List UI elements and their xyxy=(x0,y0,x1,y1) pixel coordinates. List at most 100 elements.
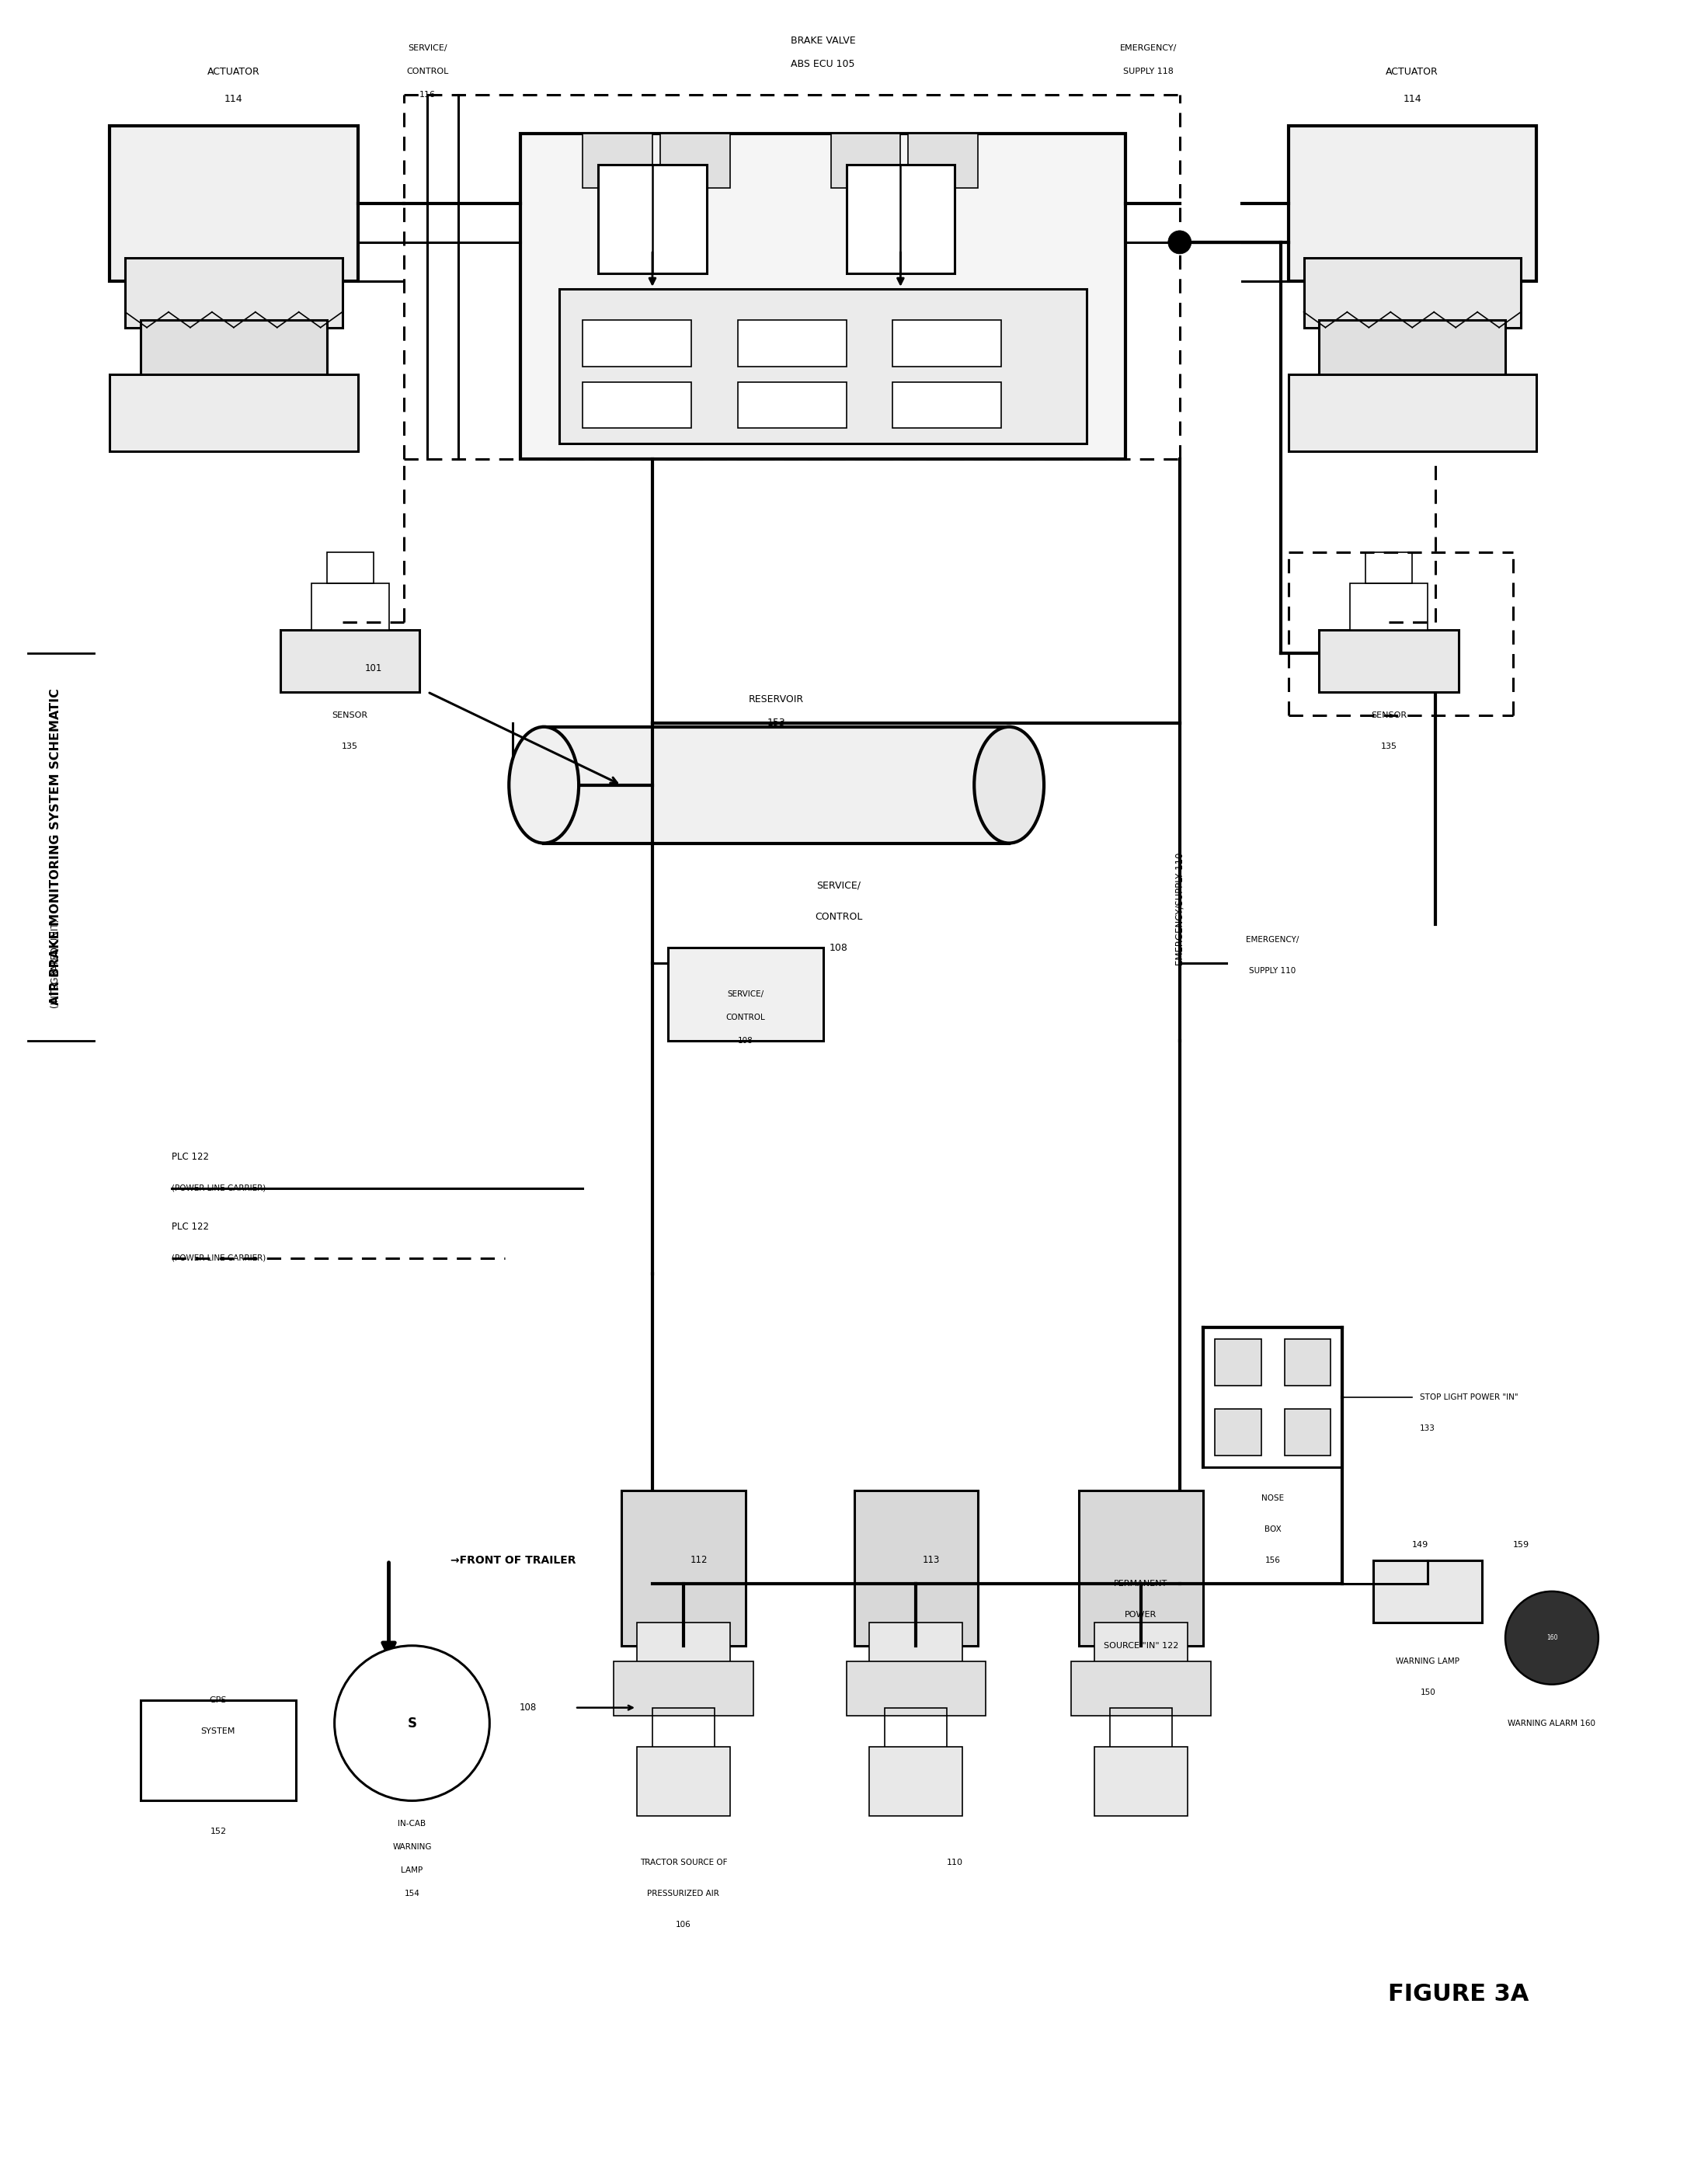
Bar xyxy=(109,375,357,451)
Text: (POWER LINE CARRIER): (POWER LINE CARRIER) xyxy=(173,1185,266,1192)
Bar xyxy=(668,947,823,1040)
Text: EMERGENCY/SUPPLY 110: EMERGENCY/SUPPLY 110 xyxy=(1175,852,1185,966)
Text: 114: 114 xyxy=(1402,93,1421,104)
Bar xyxy=(1319,631,1459,691)
Bar xyxy=(661,134,729,189)
Text: STOP LIGHT POWER "IN": STOP LIGHT POWER "IN" xyxy=(1419,1393,1518,1402)
Text: 152: 152 xyxy=(210,1827,227,1835)
Text: SERVICE/: SERVICE/ xyxy=(728,990,763,999)
Text: ABS ECU 105: ABS ECU 105 xyxy=(791,59,856,69)
Bar xyxy=(311,583,389,631)
Bar xyxy=(652,1708,714,1755)
Bar xyxy=(909,134,979,189)
Bar xyxy=(738,321,845,366)
Bar xyxy=(885,1708,946,1755)
Bar xyxy=(1071,1662,1211,1716)
Text: 116: 116 xyxy=(420,91,436,100)
Text: WARNING ALARM 160: WARNING ALARM 160 xyxy=(1508,1718,1595,1727)
Text: ACTUATOR: ACTUATOR xyxy=(1385,67,1438,76)
Text: FIGURE 3A: FIGURE 3A xyxy=(1389,1983,1529,2007)
Text: SUPPLY 110: SUPPLY 110 xyxy=(1249,966,1296,975)
Text: S: S xyxy=(408,1716,417,1729)
Bar xyxy=(845,1662,986,1716)
Text: BOX: BOX xyxy=(1264,1526,1281,1534)
Text: PLC 122: PLC 122 xyxy=(173,1222,208,1233)
Text: 160: 160 xyxy=(1546,1634,1558,1640)
Text: WARNING: WARNING xyxy=(393,1844,432,1851)
Bar xyxy=(1288,126,1535,282)
Text: 108: 108 xyxy=(828,943,847,953)
Bar xyxy=(893,381,1001,429)
Text: →FRONT OF TRAILER: →FRONT OF TRAILER xyxy=(451,1556,576,1567)
Text: 108: 108 xyxy=(738,1038,753,1044)
Text: SERVICE/: SERVICE/ xyxy=(408,46,447,52)
Circle shape xyxy=(335,1645,490,1801)
Text: PLC 122: PLC 122 xyxy=(173,1153,208,1162)
Text: IN-CAB: IN-CAB xyxy=(398,1820,425,1827)
Text: SOURCE "IN" 122: SOURCE "IN" 122 xyxy=(1103,1643,1179,1649)
Text: CONTROL: CONTROL xyxy=(407,67,449,76)
Text: 108: 108 xyxy=(519,1703,536,1712)
Text: (INTEGRATED UNIT): (INTEGRATED UNIT) xyxy=(50,919,60,1008)
Bar xyxy=(738,381,845,429)
Bar xyxy=(326,553,374,583)
Bar xyxy=(1095,1747,1187,1816)
Bar xyxy=(1373,1560,1483,1623)
Bar xyxy=(1351,583,1428,631)
Bar xyxy=(109,126,357,282)
Text: 153: 153 xyxy=(767,717,786,728)
Text: PRESSURIZED AIR: PRESSURIZED AIR xyxy=(647,1890,719,1898)
Text: TRACTOR SOURCE OF: TRACTOR SOURCE OF xyxy=(640,1859,728,1866)
Text: POWER: POWER xyxy=(1126,1610,1156,1619)
Bar xyxy=(893,321,1001,366)
Text: SUPPLY 118: SUPPLY 118 xyxy=(1124,67,1173,76)
Bar xyxy=(622,1491,745,1645)
Bar xyxy=(598,165,707,273)
Bar xyxy=(830,134,900,189)
Text: RESERVOIR: RESERVOIR xyxy=(748,696,804,704)
Bar xyxy=(521,134,1126,459)
Text: 156: 156 xyxy=(1266,1556,1281,1565)
Ellipse shape xyxy=(509,726,579,843)
Bar xyxy=(1214,1339,1261,1387)
Text: EMERGENCY/: EMERGENCY/ xyxy=(1120,46,1177,52)
Text: ACTUATOR: ACTUATOR xyxy=(207,67,260,76)
Text: BRAKE VALVE: BRAKE VALVE xyxy=(791,35,856,46)
Text: PERMANENT: PERMANENT xyxy=(1114,1580,1168,1588)
Bar xyxy=(869,1747,963,1816)
Text: LAMP: LAMP xyxy=(401,1866,424,1874)
Bar xyxy=(1366,553,1413,583)
Bar xyxy=(613,1662,753,1716)
Bar xyxy=(1110,1708,1172,1755)
Bar xyxy=(125,258,342,327)
Bar xyxy=(1214,1409,1261,1456)
Text: 133: 133 xyxy=(1419,1424,1435,1432)
Text: 110: 110 xyxy=(946,1859,963,1866)
Bar xyxy=(582,134,652,189)
Text: 135: 135 xyxy=(1380,743,1397,750)
Text: AIR BRAKE MONITORING SYSTEM SCHEMATIC: AIR BRAKE MONITORING SYSTEM SCHEMATIC xyxy=(50,689,61,1005)
Bar xyxy=(140,1699,295,1801)
Text: NOSE: NOSE xyxy=(1262,1495,1284,1502)
Text: SYSTEM: SYSTEM xyxy=(202,1727,236,1736)
Text: 149: 149 xyxy=(1413,1541,1428,1549)
Text: SENSOR: SENSOR xyxy=(1372,711,1407,719)
Text: 101: 101 xyxy=(364,663,383,674)
Bar xyxy=(582,321,692,366)
Text: GPS: GPS xyxy=(210,1697,227,1703)
Text: SENSOR: SENSOR xyxy=(331,711,367,719)
Bar xyxy=(869,1623,963,1677)
Text: 159: 159 xyxy=(1513,1541,1529,1549)
Bar xyxy=(1288,375,1535,451)
Bar xyxy=(637,1623,729,1677)
Text: (POWER LINE CARRIER): (POWER LINE CARRIER) xyxy=(173,1255,266,1261)
Bar xyxy=(1303,258,1520,327)
Text: EMERGENCY/: EMERGENCY/ xyxy=(1247,936,1300,945)
Ellipse shape xyxy=(974,726,1044,843)
Text: SERVICE/: SERVICE/ xyxy=(816,880,861,891)
Text: CONTROL: CONTROL xyxy=(815,912,863,921)
Bar xyxy=(1079,1491,1202,1645)
Bar xyxy=(543,726,1009,843)
Bar xyxy=(559,288,1086,444)
Text: 113: 113 xyxy=(922,1556,939,1565)
